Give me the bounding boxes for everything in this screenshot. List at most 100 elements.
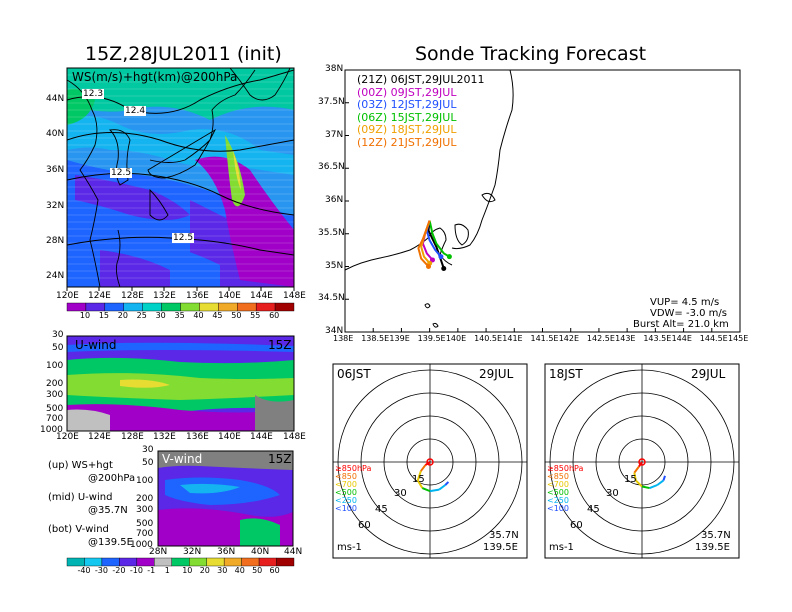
hodo-trace-segment (419, 464, 427, 472)
u-pressure-tick: 200 (46, 379, 64, 389)
hodo-lat: 35.7N (489, 530, 519, 541)
hodo-level: <700 (547, 480, 569, 489)
hodo-trace-segment (633, 472, 637, 481)
v-lat-tick: 32N (183, 547, 202, 557)
u-pressure-tick: 700 (46, 414, 64, 424)
hodo-level: <100 (335, 504, 357, 513)
left-title: 15Z,28JUL2011 (init) (85, 43, 282, 65)
launch-legend-item: (00Z) 09JST,29JUL (357, 85, 457, 99)
track-lon-tick: 141.5E (530, 334, 559, 343)
hodo-trace-segment (416, 470, 422, 481)
v-pressure-tick: 500 (136, 519, 154, 529)
hodo-lon: 139.5E (483, 542, 518, 553)
track-lat-tick: 35N (325, 260, 344, 271)
hodo-level: <100 (547, 504, 569, 513)
colorbar-tick: 25 (136, 311, 147, 320)
launch-legend-item: (06Z) 15JST,29JUL (357, 110, 457, 124)
sonde-track (417, 220, 431, 268)
colorbar-tick: 10 (79, 311, 91, 320)
hodo-level: <250 (547, 496, 569, 505)
top-lon-tick: 124E (88, 291, 111, 301)
hodo-level: ≥850hPa (547, 464, 584, 473)
hodo-ring-label: 30 (606, 488, 619, 499)
v-pressure-tick: 1000 (130, 540, 153, 550)
hodo-level: <500 (335, 488, 357, 497)
hodo-trace-segment (633, 466, 640, 474)
v-colorbar-tick: 10 (182, 566, 193, 575)
v-wind-field (158, 451, 293, 546)
landing-point (438, 254, 444, 260)
hodo-trace-segment (662, 475, 666, 481)
colorbar-tick: 15 (98, 311, 110, 320)
u-wind-field (67, 336, 294, 431)
hodo-lon: 139.5E (695, 542, 730, 553)
top-lon-tick: 140E (218, 291, 241, 301)
legend-note: (bot) V-wind (48, 524, 109, 535)
hodograph-1 (544, 363, 740, 559)
hodo-level: <250 (335, 496, 357, 505)
u-lon-tick: 128E (121, 432, 144, 442)
hodo-ring-label: 60 (358, 520, 371, 531)
track-lat-tick: 36N (325, 195, 344, 205)
track-lon-tick: 142E (558, 334, 580, 343)
top-lon-tick: 120E (56, 291, 79, 301)
track-lat-tick: 34N (325, 326, 344, 336)
hodo-level: <700 (335, 480, 357, 489)
u-panel-time: 15Z (268, 338, 292, 352)
hodo-level: <850 (547, 472, 569, 481)
hodo-trace-segment (649, 484, 658, 489)
top-lon-tick: 144E (250, 291, 273, 301)
top-lon-tick: 132E (153, 291, 176, 301)
hodo-origin (426, 458, 434, 466)
track-lon-tick: 145E (728, 334, 749, 343)
launch-legend-item: (12Z) 21JST,29JUL (357, 135, 457, 149)
top-lat-tick: 28N (46, 236, 65, 246)
sonde-tracks (417, 220, 452, 271)
u-lon-tick: 132E (153, 432, 176, 442)
v-panel-label: V-wind (162, 452, 203, 466)
contour-label: 12.3 (82, 89, 105, 99)
v-colorbar-tick: 20 (199, 566, 210, 575)
hodo-time: 06JST (337, 367, 371, 381)
landing-point (426, 264, 432, 269)
v-lat-tick: 44N (284, 547, 303, 557)
v-colorbar-tick: 50 (252, 566, 263, 575)
hodo-date: 29JUL (691, 367, 726, 381)
track-lon-tick: 143.5E (643, 334, 672, 343)
top-lon-tick: 128E (121, 291, 144, 301)
legend-note-sub: @35.7N (88, 505, 128, 516)
contour-label: 12.4 (124, 106, 147, 116)
hodo-trace-segment (421, 487, 431, 493)
v-colorbar-tick: 1 (164, 566, 170, 575)
colorbar-tick: 45 (212, 311, 223, 320)
v-colorbar (66, 557, 295, 567)
launch-legend-item: (03Z) 12JST,29JUL (357, 98, 457, 111)
v-pressure-tick: 300 (136, 505, 154, 515)
track-lon-tick: 143E (615, 334, 636, 343)
top-lat-tick: 32N (46, 201, 65, 211)
colorbar-tick: 40 (193, 311, 204, 320)
track-lon-tick: 140E (445, 334, 467, 343)
u-pressure-tick: 300 (46, 390, 64, 400)
hodo-ring-label: 15 (624, 474, 637, 485)
top-lat-tick: 44N (46, 94, 65, 104)
colorbar-tick: 50 (231, 311, 242, 320)
legend-note-sub: @200hPa (88, 473, 136, 484)
landing-point (446, 254, 452, 260)
top-lon-tick: 136E (186, 291, 209, 301)
v-colorbar-tick: 40 (234, 566, 245, 575)
track-lat-tick: 35.5N (318, 227, 345, 238)
hodo-trace-segment (438, 484, 446, 491)
hodo-level: <850 (335, 472, 357, 481)
sonde-track (428, 220, 450, 258)
track-lon-tick: 140.5E (474, 334, 503, 343)
track-param: VUP= 4.5 m/s (650, 297, 720, 308)
right-title: Sonde Tracking Forecast (415, 43, 647, 65)
hodo-trace-segment (641, 485, 650, 490)
launch-legend-item: (09Z) 18JST,29JUL (357, 123, 457, 136)
sonde-track (427, 220, 445, 269)
track-lon-tick: 144E (671, 334, 692, 343)
track-lat-tick: 38N (325, 64, 344, 74)
hodo-trace-segment (635, 479, 643, 488)
